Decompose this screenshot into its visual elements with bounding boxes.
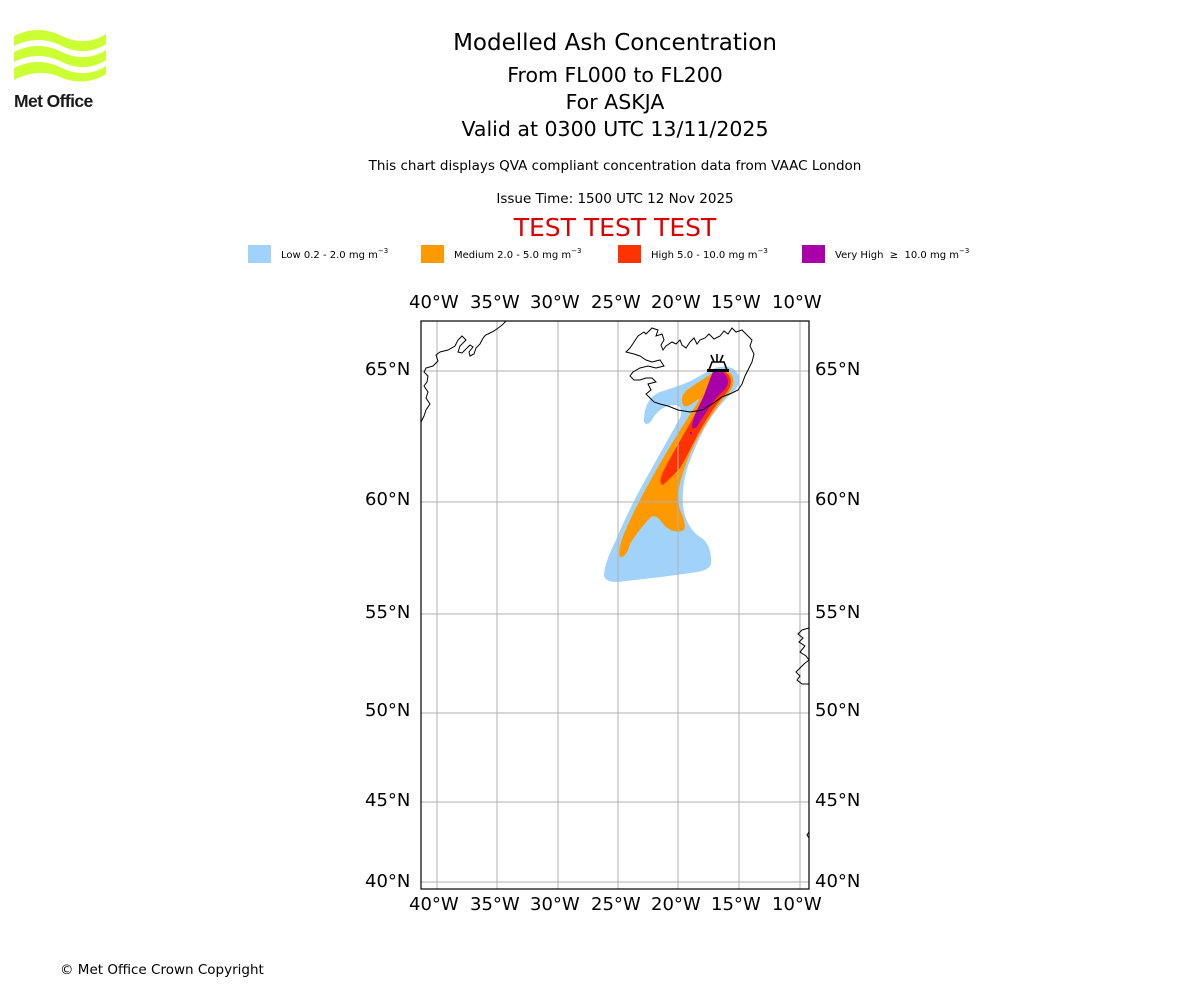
lon-tick-top: 15°W <box>711 292 761 313</box>
legend-item-medium: Medium 2.0 - 5.0 mg m−3 <box>421 244 581 264</box>
legend-label-very-high: Very High ≥ 10.0 mg m−3 <box>835 247 970 261</box>
ash-very-high-spot <box>690 432 692 434</box>
lon-tick-bottom: 30°W <box>530 894 580 915</box>
lat-tick-right: 45°N <box>815 790 861 811</box>
coastline-iceland <box>625 327 755 413</box>
issue-time: Issue Time: 1500 UTC 12 Nov 2025 <box>496 191 734 207</box>
legend-label-low: Low 0.2 - 2.0 mg m−3 <box>281 247 389 261</box>
lon-tick-bottom: 20°W <box>651 894 701 915</box>
lon-tick-bottom: 35°W <box>470 894 520 915</box>
lat-tick-left: 60°N <box>365 489 411 510</box>
met-office-waves-icon <box>14 30 106 82</box>
lon-tick-top: 20°W <box>651 292 701 313</box>
legend-item-very-high: Very High ≥ 10.0 mg m−3 <box>802 244 969 264</box>
legend-swatch-medium <box>421 245 444 263</box>
coastlines <box>421 321 809 839</box>
lat-tick-right: 40°N <box>815 871 861 892</box>
lon-tick-top: 25°W <box>591 292 641 313</box>
legend-swatch-high <box>618 245 641 263</box>
lat-tick-left: 55°N <box>365 602 411 623</box>
lon-tick-top: 30°W <box>530 292 580 313</box>
lat-tick-left: 50°N <box>365 700 411 721</box>
legend-item-low: Low 0.2 - 2.0 mg m−3 <box>248 244 388 264</box>
coastline-portugal-tip <box>806 831 809 839</box>
legend-swatch-very-high <box>802 245 825 263</box>
graticule <box>421 321 809 889</box>
chart-title: Modelled Ash Concentration <box>453 30 777 56</box>
lon-tick-bottom: 15°W <box>711 894 761 915</box>
volcano-name: For ASKJA <box>565 90 665 114</box>
legend-label-high: High 5.0 - 10.0 mg m−3 <box>651 247 768 261</box>
lat-tick-right: 50°N <box>815 700 861 721</box>
valid-time: Valid at 0300 UTC 13/11/2025 <box>461 117 769 141</box>
coastline-british-isles <box>795 627 809 685</box>
lat-tick-left: 45°N <box>365 790 411 811</box>
legend-swatch-low <box>248 245 271 263</box>
volcano-icon <box>707 354 729 372</box>
lon-tick-top: 10°W <box>772 292 822 313</box>
lat-tick-right: 55°N <box>815 602 861 623</box>
legend-label-medium: Medium 2.0 - 5.0 mg m−3 <box>454 247 582 261</box>
flight-level-range: From FL000 to FL200 <box>507 63 723 87</box>
ash-very-high-region <box>692 370 728 429</box>
lon-tick-top: 40°W <box>409 292 459 313</box>
lat-tick-left: 65°N <box>365 359 411 380</box>
lon-tick-top: 35°W <box>470 292 520 313</box>
test-banner: TEST TEST TEST <box>513 213 717 242</box>
met-office-logo <box>14 30 110 114</box>
lon-tick-bottom: 25°W <box>591 894 641 915</box>
logo-text: Met Office <box>14 91 93 111</box>
lat-tick-right: 60°N <box>815 489 861 510</box>
ash-very-high-spot <box>696 419 699 422</box>
lat-tick-left: 40°N <box>365 871 411 892</box>
lon-tick-bottom: 40°W <box>409 894 459 915</box>
coastline-greenland <box>421 321 507 423</box>
legend-item-high: High 5.0 - 10.0 mg m−3 <box>618 244 768 264</box>
lon-tick-bottom: 10°W <box>772 894 822 915</box>
chart-description: This chart displays QVA compliant concen… <box>368 158 862 174</box>
map-frame <box>420 320 810 890</box>
copyright: © Met Office Crown Copyright <box>60 962 264 978</box>
lat-tick-right: 65°N <box>815 359 861 380</box>
